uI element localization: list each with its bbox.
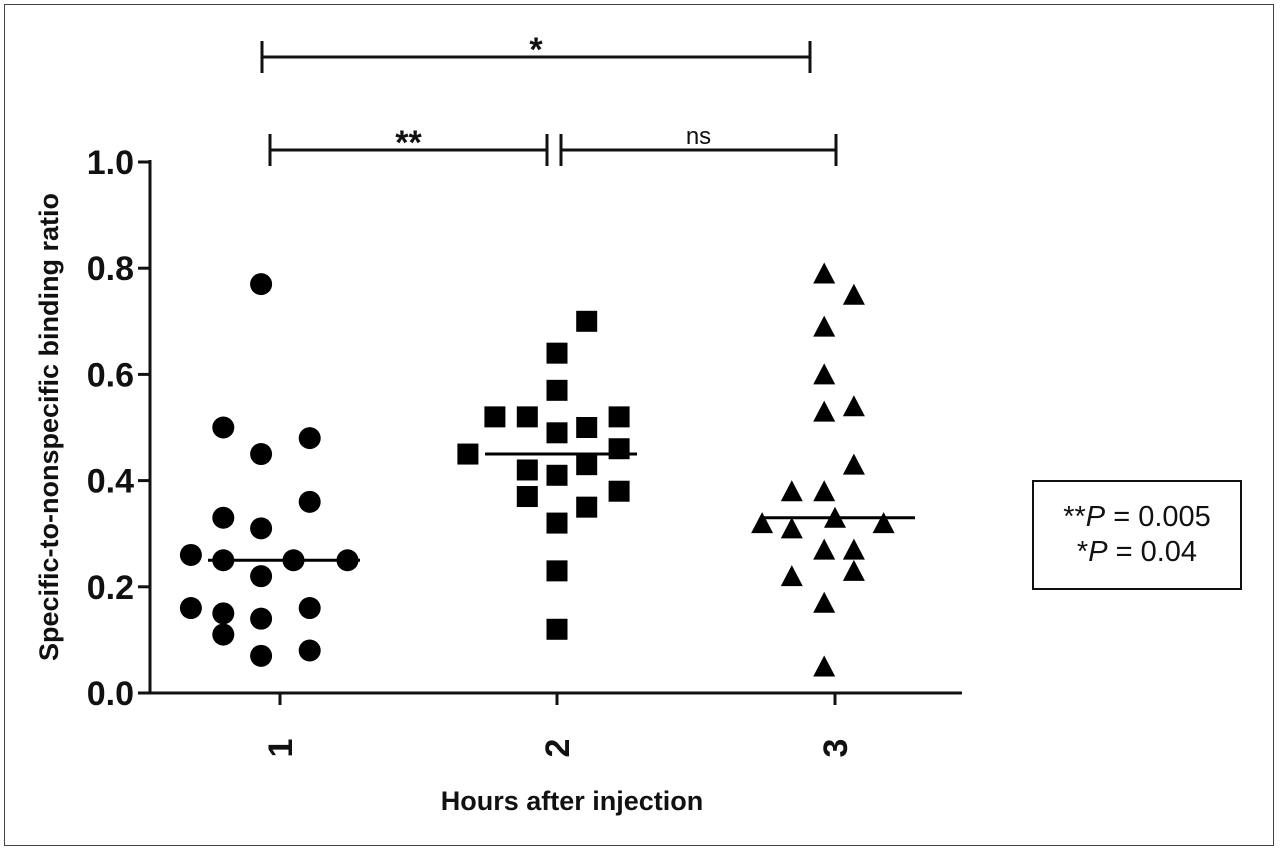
- data-point-triangle: [842, 395, 865, 417]
- x-tick-label: 2: [539, 739, 577, 758]
- data-point-circle: [212, 416, 235, 439]
- data-point-circle: [179, 543, 202, 566]
- p-value-line-1: **P = 0.005: [1063, 501, 1211, 534]
- data-point-circle: [250, 565, 273, 588]
- significance-label: *: [529, 31, 543, 69]
- x-tick-label: 3: [817, 739, 855, 758]
- data-point-circle: [179, 597, 202, 620]
- data-point-square: [546, 618, 568, 640]
- data-point-circle: [298, 597, 321, 620]
- significance-label: ns: [686, 123, 711, 150]
- data-point-square: [546, 512, 568, 534]
- data-point-square: [608, 438, 630, 460]
- data-point-circle: [250, 644, 273, 667]
- data-point-triangle: [842, 538, 865, 560]
- data-point-triangle: [872, 512, 895, 534]
- data-point-circle: [250, 443, 273, 466]
- p-value-line-2: *P = 0.04: [1076, 536, 1198, 568]
- data-point-circle: [212, 623, 235, 646]
- data-point-square: [576, 496, 598, 518]
- data-point-triangle: [813, 655, 836, 677]
- data-point-square: [546, 560, 568, 582]
- data-point-circle: [212, 602, 235, 625]
- data-point-circle: [250, 517, 273, 540]
- data-point-triangle: [813, 538, 836, 560]
- data-point-square: [516, 486, 538, 508]
- data-point-circle: [212, 506, 235, 529]
- y-tick-label: 0.6: [87, 356, 134, 394]
- data-point-square: [576, 454, 598, 476]
- data-point-square: [516, 406, 538, 428]
- axes: 0.0 0.2 0.4 0.6 0.8 1.0 1 2 3: [87, 144, 962, 757]
- y-tick-label: 0.8: [87, 250, 134, 288]
- y-tick-label: 0.2: [87, 569, 134, 607]
- data-point-triangle: [813, 262, 836, 284]
- data-point-square: [576, 310, 598, 332]
- data-point-square: [516, 459, 538, 481]
- data-point-triangle: [813, 315, 836, 337]
- x-tick-label: 1: [262, 739, 300, 758]
- data-point-circle: [298, 639, 321, 662]
- y-tick-label: 0.4: [87, 463, 134, 501]
- data-point-circle: [298, 427, 321, 450]
- x-axis-title: Hours after injection: [441, 786, 704, 816]
- data-points: [179, 262, 915, 677]
- significance-brackets: ** ns *: [260, 31, 838, 166]
- data-point-triangle: [842, 453, 865, 475]
- data-point-triangle: [780, 480, 803, 502]
- data-point-square: [457, 443, 479, 465]
- data-point-square: [576, 417, 598, 438]
- data-point-square: [546, 342, 568, 364]
- data-point-circle: [250, 607, 273, 630]
- data-point-triangle: [813, 400, 836, 422]
- y-tick-label: 0.0: [87, 675, 134, 713]
- p-value-box: **P = 0.005 *P = 0.04: [1032, 480, 1242, 590]
- data-point-square: [484, 406, 506, 428]
- data-point-circle: [250, 273, 273, 296]
- data-point-square: [608, 406, 630, 428]
- data-point-triangle: [780, 517, 803, 539]
- significance-label: **: [395, 124, 422, 162]
- data-point-triangle: [842, 283, 865, 305]
- data-point-triangle: [842, 559, 865, 581]
- data-point-square: [608, 480, 630, 502]
- data-point-triangle: [813, 591, 836, 613]
- y-tick-label: 1.0: [87, 144, 134, 182]
- data-point-triangle: [751, 512, 774, 534]
- data-point-triangle: [813, 363, 836, 385]
- data-point-square: [546, 379, 568, 401]
- y-axis-title: Specific-to-nonspecific binding ratio: [34, 193, 64, 661]
- data-point-square: [546, 422, 568, 444]
- data-point-square: [546, 464, 568, 486]
- data-point-circle: [298, 490, 321, 513]
- data-point-triangle: [780, 565, 803, 587]
- data-point-triangle: [813, 480, 836, 502]
